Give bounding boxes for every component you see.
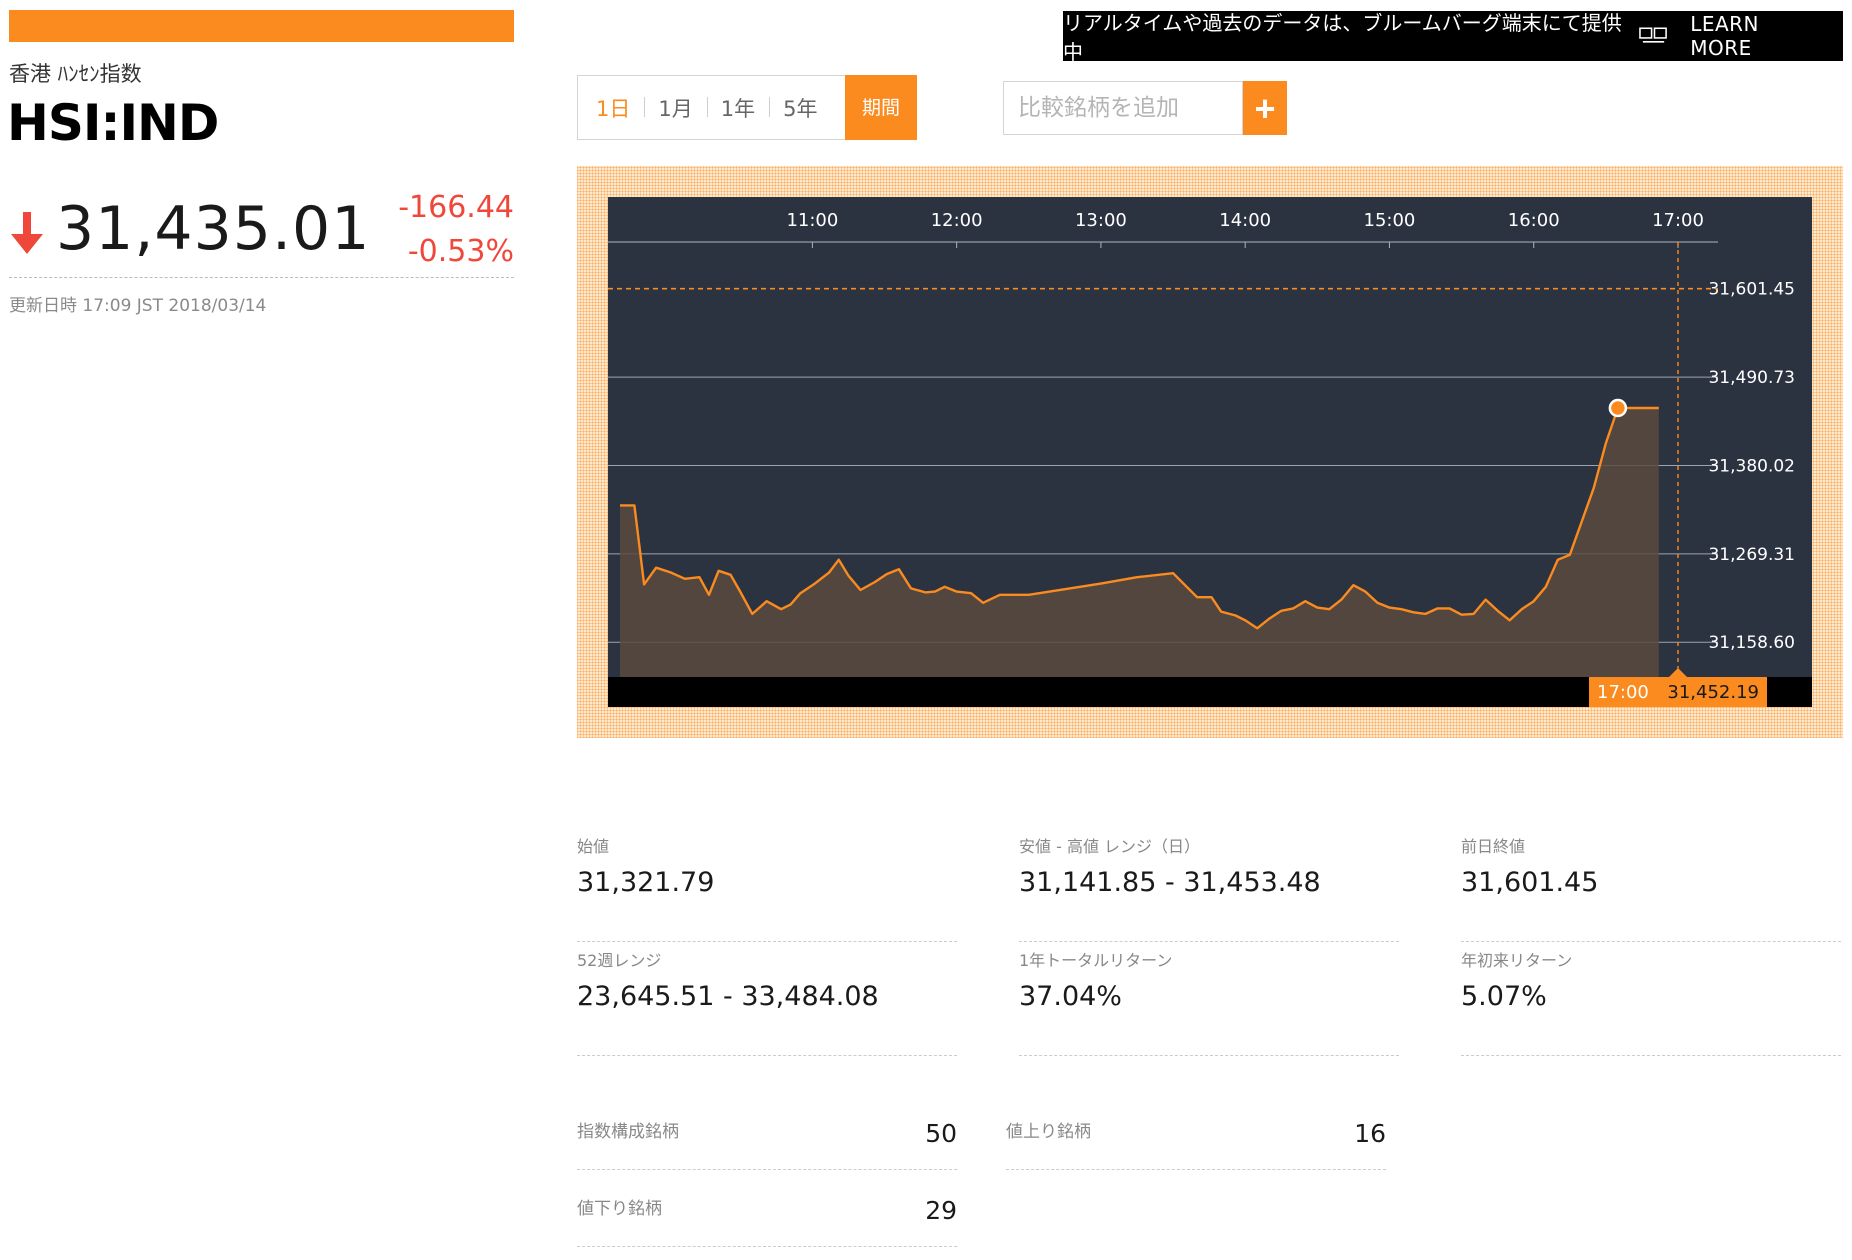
terminal-icon — [1639, 27, 1668, 43]
down-arrow-icon — [11, 212, 43, 254]
y-tick-label: 31,601.45 — [1708, 280, 1795, 300]
banner-text: リアルタイムや過去のデータは、ブルームバーグ端末にて提供中 — [1063, 11, 1622, 64]
stat-value: 31,141.85 - 31,453.48 — [1019, 867, 1321, 898]
period-tabs: 1日 1月 1年 5年 期間 — [577, 75, 917, 140]
cursor-time: 17:00 — [1597, 682, 1649, 703]
x-tick-label: 13:00 — [1075, 210, 1127, 231]
x-tick-label: 16:00 — [1508, 210, 1560, 231]
terminal-banner[interactable]: リアルタイムや過去のデータは、ブルームバーグ端末にて提供中 LEARN MORE — [1063, 11, 1843, 64]
count-advancers: 値上り銘柄 16 — [1006, 1105, 1386, 1170]
tab-1m[interactable]: 1月 — [644, 93, 706, 123]
tab-period[interactable]: 期間 — [845, 75, 917, 140]
stat-value: 31,601.45 — [1461, 867, 1599, 898]
y-tick-label: 31,158.60 — [1708, 633, 1795, 653]
chart-frame: 11:00 12:00 13:00 14:00 15:00 16:00 17:00 31,60… — [577, 166, 1843, 738]
stat-ytd-return: 年初来リターン 5.07% — [1461, 947, 1841, 1056]
tab-5y[interactable]: 5年 — [769, 93, 831, 123]
price: 31,435.01 — [56, 194, 371, 264]
price-change-percent: -0.53% — [407, 234, 514, 269]
tab-1d[interactable]: 1日 — [596, 96, 631, 121]
cursor-value: 31,452.19 — [1667, 682, 1759, 703]
price-change: -166.44 — [398, 190, 514, 225]
count-value: 50 — [925, 1119, 957, 1148]
x-tick-label: 11:00 — [786, 210, 838, 231]
index-name: 香港 ﾊﾝｾﾝ指数 — [9, 62, 142, 86]
y-tick-label: 31,490.73 — [1708, 368, 1795, 388]
brand-bar — [9, 10, 514, 42]
learn-more-link[interactable]: LEARN MORE — [1690, 12, 1760, 60]
ticker-symbol: HSI:IND — [7, 94, 219, 152]
y-tick-label: 31,269.31 — [1708, 545, 1795, 565]
stat-label: 始値 — [577, 837, 610, 856]
tab-1y[interactable]: 1年 — [706, 93, 769, 123]
y-tick-label: 31,380.02 — [1708, 456, 1795, 476]
stat-value: 37.04% — [1019, 981, 1122, 1012]
price-line — [620, 406, 1659, 630]
stat-52w-range: 52週レンジ 23,645.51 - 33,484.08 — [577, 947, 957, 1056]
stat-label: 52週レンジ — [577, 951, 662, 970]
stat-label: 1年トータルリターン — [1019, 951, 1173, 970]
compare-input[interactable] — [1003, 81, 1243, 135]
count-members: 指数構成銘柄 50 — [577, 1105, 957, 1170]
add-compare-button[interactable]: + — [1243, 81, 1287, 135]
x-tick-label: 12:00 — [931, 210, 983, 231]
x-tick-label: 15:00 — [1364, 210, 1416, 231]
divider — [9, 277, 514, 278]
count-label: 値下り銘柄 — [577, 1199, 662, 1219]
count-decliners: 値下り銘柄 29 — [577, 1182, 957, 1247]
price-chart[interactable]: 11:00 12:00 13:00 14:00 15:00 16:00 17:00 31,60… — [608, 197, 1812, 707]
updated-timestamp: 更新日時 17:09 JST 2018/03/14 — [9, 296, 267, 316]
cursor-marker — [1669, 668, 1687, 677]
stat-label: 安値 - 高値 レンジ（日） — [1019, 837, 1201, 856]
cursor-tooltip — [1589, 677, 1767, 707]
stat-label: 年初来リターン — [1461, 951, 1573, 970]
stat-1y-return: 1年トータルリターン 37.04% — [1019, 947, 1399, 1056]
stat-prev-close: 前日終値 31,601.45 — [1461, 833, 1841, 942]
count-value: 29 — [925, 1196, 957, 1225]
last-point-dot — [1608, 398, 1628, 418]
count-value: 16 — [1354, 1119, 1386, 1148]
x-tick-label: 17:00 — [1652, 210, 1704, 231]
stat-day-range: 安値 - 高値 レンジ（日） 31,141.85 - 31,453.48 — [1019, 833, 1399, 942]
count-label: 値上り銘柄 — [1006, 1122, 1091, 1142]
count-label: 指数構成銘柄 — [577, 1122, 679, 1142]
x-tick-label: 14:00 — [1219, 210, 1271, 231]
stat-label: 前日終値 — [1461, 837, 1526, 856]
stat-value: 23,645.51 - 33,484.08 — [577, 981, 879, 1012]
stat-value: 5.07% — [1461, 981, 1547, 1012]
stat-open: 始値 31,321.79 — [577, 833, 957, 942]
stat-value: 31,321.79 — [577, 867, 715, 898]
